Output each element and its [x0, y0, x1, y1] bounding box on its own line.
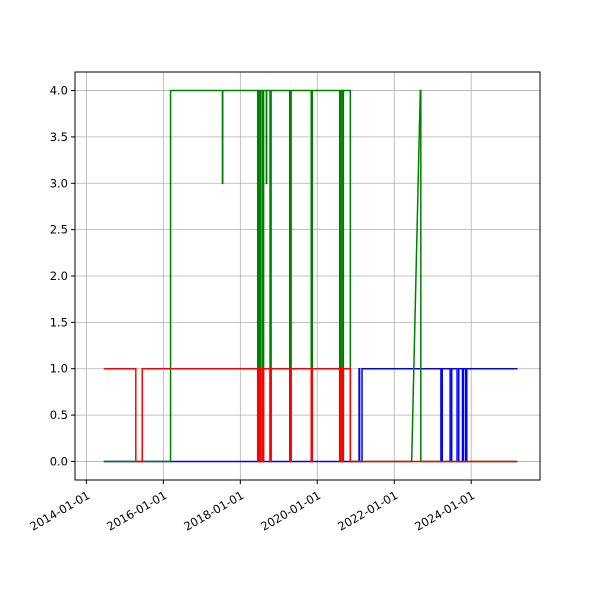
series-layer	[103, 89, 518, 463]
y-tick-label: 1.0	[50, 362, 68, 376]
y-tick-label: 3.0	[50, 176, 68, 190]
x-tick-label: 2024-01-01	[412, 488, 477, 534]
y-tick-label: 2.5	[50, 223, 68, 237]
y-tick-label: 2.0	[50, 269, 68, 283]
x-tick-label: 2022-01-01	[335, 488, 400, 534]
series-line-3	[103, 367, 518, 463]
x-tick-label: 2018-01-01	[181, 488, 246, 534]
y-tick-label: 0.0	[50, 454, 68, 468]
y-tick-label: 4.0	[50, 84, 68, 98]
y-tick-label: 0.5	[50, 408, 68, 422]
x-tick-label: 2016-01-01	[104, 488, 169, 534]
axis-ticks: 0.0 0.5 1.0 1.5 2.0 2.5 3.0 3.5 4.0 2014-01-01 201…	[27, 84, 477, 534]
x-tick-label: 2020-01-01	[258, 488, 323, 534]
y-tick-label: 3.5	[50, 130, 68, 144]
x-tick-label: 2014-01-01	[27, 488, 92, 534]
y-tick-label: 1.5	[50, 315, 68, 329]
grid	[75, 72, 540, 480]
